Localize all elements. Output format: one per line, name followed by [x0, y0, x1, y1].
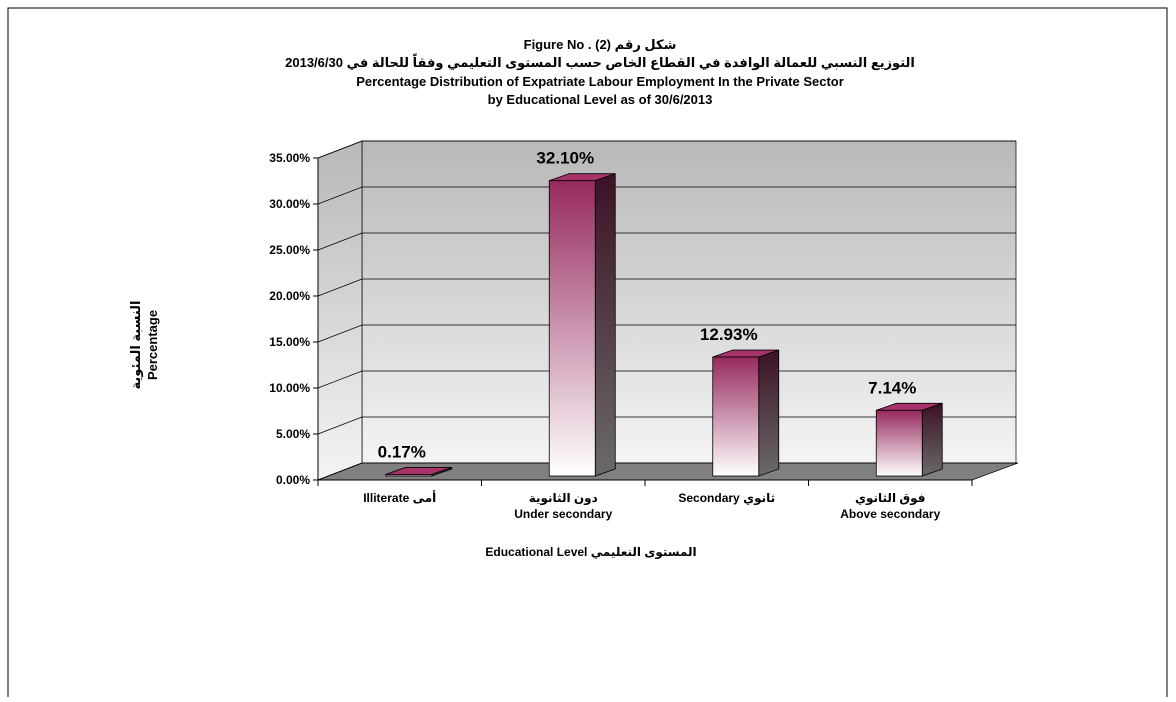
- chart-title: Figure No . (2) شكل رقم: [524, 37, 677, 52]
- y-tick-label: 35.00%: [269, 151, 310, 165]
- grid-line: [317, 232, 1016, 251]
- bar: [385, 466, 453, 477]
- grid-line: [317, 140, 1016, 159]
- side-wall: [317, 140, 363, 481]
- value-label: 12.93%: [700, 325, 758, 344]
- y-axis-label: النسبة المئوية Percentage: [128, 301, 160, 390]
- bar-side: [758, 349, 780, 477]
- frame: [7, 7, 1168, 702]
- y-tick-label: 30.00%: [269, 197, 310, 211]
- y-tick-label: 0.00%: [276, 473, 310, 487]
- bar-side: [594, 173, 616, 477]
- x-tick-label: Secondary ثانوي: [678, 491, 775, 506]
- chart-title: Percentage Distribution of Expatriate La…: [356, 74, 844, 89]
- bar-side: [921, 402, 943, 477]
- y-tick-label: 10.00%: [269, 381, 310, 395]
- y-tick-label: 15.00%: [269, 335, 310, 349]
- bar: [875, 402, 943, 477]
- x-tick-label: دون الثانوية: [529, 491, 598, 506]
- bar: [548, 173, 616, 477]
- x-tick-label: Above secondary: [840, 507, 940, 521]
- chart-title: التوزيع النسبي للعمالة الوافدة في القطاع…: [285, 53, 915, 70]
- y-tick-label: 25.00%: [269, 243, 310, 257]
- x-axis-label: Educational Level المستوى النعليمي: [485, 545, 696, 560]
- y-axis-label-line: Percentage: [145, 310, 160, 380]
- x-tick-label: Illiterate أمى: [363, 490, 436, 505]
- bar-front: [875, 409, 923, 477]
- x-tick-label: Under secondary: [514, 507, 612, 521]
- x-tick-label: فوق الثانوي: [855, 491, 926, 506]
- y-tick-label: 5.00%: [276, 427, 310, 441]
- value-label: 0.17%: [378, 442, 426, 461]
- y-axis-label-line: النسبة المئوية: [128, 301, 143, 390]
- grid-line: [317, 278, 1016, 297]
- bar-front: [712, 356, 760, 477]
- value-label: 32.10%: [536, 149, 594, 168]
- grid-line: [317, 370, 1016, 389]
- grid-line: [317, 186, 1016, 205]
- y-tick-label: 20.00%: [269, 289, 310, 303]
- grid-line: [317, 324, 1016, 343]
- value-label: 7.14%: [868, 378, 916, 397]
- grid-line: [317, 462, 1016, 481]
- grid-line: [317, 416, 1016, 435]
- bar: [712, 349, 780, 477]
- chart-title: by Educational Level as of 30/6/2013: [488, 92, 713, 107]
- bar-front: [548, 180, 596, 477]
- bar-front: [385, 474, 433, 477]
